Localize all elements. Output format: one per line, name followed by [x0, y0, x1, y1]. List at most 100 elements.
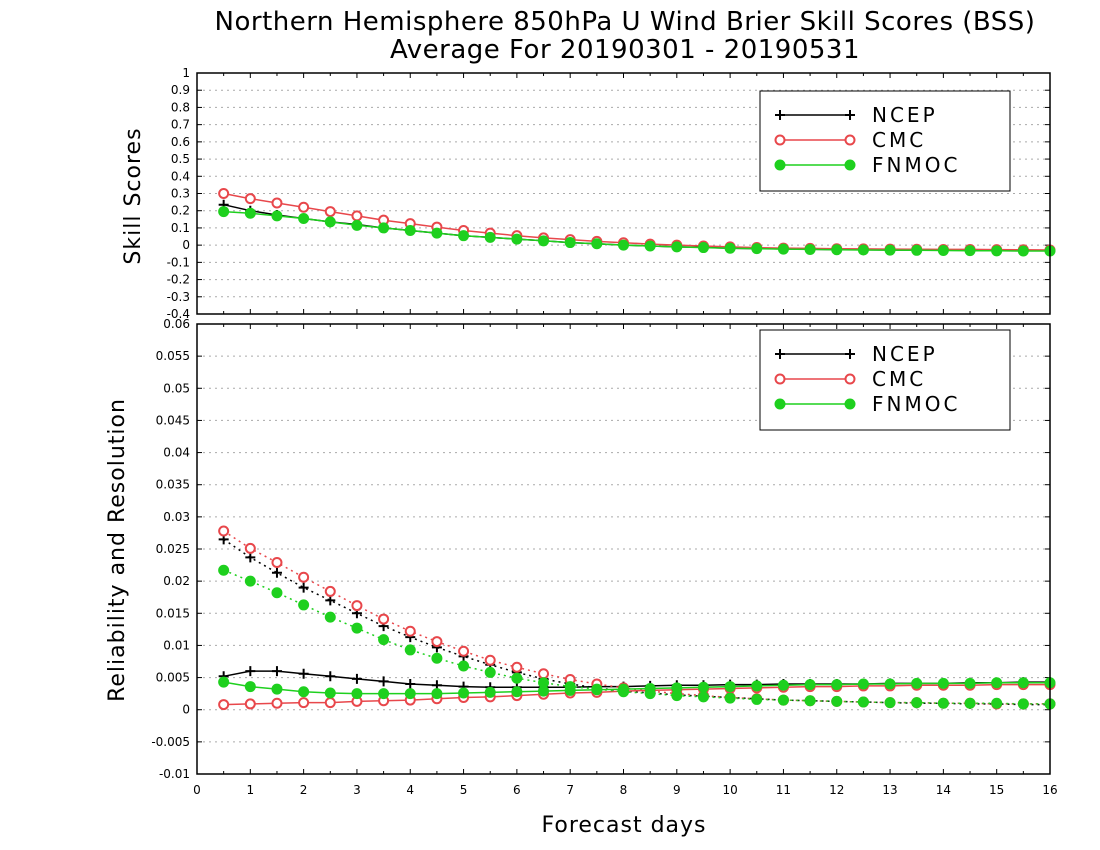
chart-title-line2: Average For 20190301 - 20190531	[390, 35, 860, 65]
x-axis-label: Forecast days	[541, 813, 706, 838]
top-legend-label-fnmoc: FNMOC	[872, 153, 960, 177]
bottom-y-tick-label: 0.03	[163, 510, 190, 524]
x-tick-label: 6	[513, 783, 521, 797]
bottom-series-fnmoc-solid	[218, 676, 1056, 700]
bottom-fnmoc-point	[324, 611, 336, 623]
bottom-fnmoc-point	[484, 686, 496, 698]
bottom-legend-marker-fnmoc	[844, 398, 856, 410]
top-legend-box	[759, 90, 1011, 192]
bottom-legend-label-fnmoc: FNMOC	[872, 392, 960, 416]
bottom-fnmoc-point	[751, 693, 763, 705]
bottom-fnmoc-point	[831, 695, 843, 707]
bottom-cmc-point	[324, 697, 336, 709]
bottom-ncep-point	[325, 595, 336, 606]
x-tick-label: 5	[460, 783, 468, 797]
bottom-fnmoc-point	[751, 680, 763, 692]
bottom-fnmoc-point	[431, 688, 443, 700]
top-fnmoc-point	[591, 238, 603, 250]
bottom-fnmoc-point	[458, 687, 470, 699]
top-cmc-point	[271, 197, 283, 209]
top-fnmoc-point	[857, 244, 869, 256]
bottom-fnmoc-point	[458, 660, 470, 672]
bottom-fnmoc-point	[244, 681, 256, 693]
top-fnmoc-point	[911, 244, 923, 256]
bottom-fnmoc-point	[298, 686, 310, 698]
bottom-fnmoc-point	[964, 697, 976, 709]
bottom-series-cmc-solid	[218, 679, 1056, 711]
bottom-ncep-point	[271, 567, 282, 578]
x-tick-label: 1	[246, 783, 254, 797]
top-fnmoc-point	[1017, 245, 1029, 257]
top-y-tick-label: 0.2	[171, 204, 190, 218]
top-y-tick-label: -0.2	[167, 273, 190, 287]
bottom-y-tick-label: 0.055	[156, 349, 190, 363]
top-fnmoc-point	[298, 212, 310, 224]
top-y-axis-label: Skill Scores	[121, 127, 146, 264]
bottom-series-fnmoc-dotted	[218, 564, 1056, 710]
top-series-fnmoc-solid	[218, 206, 1056, 257]
bottom-y-tick-label: 0.045	[156, 413, 190, 427]
top-fnmoc-point	[484, 231, 496, 243]
top-fnmoc-point	[964, 245, 976, 257]
bottom-fnmoc-point	[244, 575, 256, 587]
bottom-fnmoc-point	[404, 644, 416, 656]
top-fnmoc-point	[697, 242, 709, 254]
bottom-y-tick-label: 0.05	[163, 381, 190, 395]
bottom-cmc-point	[404, 625, 416, 637]
bottom-fnmoc-point	[351, 688, 363, 700]
bottom-fnmoc-point	[298, 599, 310, 611]
top-legend-marker-cmc	[844, 134, 856, 146]
top-y-tick-label: 1	[182, 66, 190, 80]
bottom-y-tick-label: 0	[182, 703, 190, 717]
bottom-fnmoc-point	[911, 697, 923, 709]
bottom-fnmoc-point	[431, 652, 443, 664]
bottom-fnmoc-point	[991, 677, 1003, 689]
bottom-fnmoc-point	[697, 681, 709, 693]
bottom-fnmoc-point	[378, 634, 390, 646]
top-cmc-point	[324, 206, 336, 218]
x-tick-label: 14	[936, 783, 951, 797]
bottom-y-tick-label: 0.035	[156, 478, 190, 492]
bottom-fnmoc-point	[538, 677, 550, 689]
top-y-tick-label: 0.5	[171, 152, 190, 166]
bottom-cmc-point	[324, 585, 336, 597]
bottom-fnmoc-point	[831, 679, 843, 691]
bottom-cmc-point	[298, 697, 310, 709]
x-tick-label: 12	[829, 783, 844, 797]
top-fnmoc-point	[671, 241, 683, 253]
bottom-series-cmc-dotted	[218, 525, 1056, 710]
top-y-tick-label: -0.1	[167, 255, 190, 269]
bottom-cmc-point	[511, 661, 523, 673]
bottom-cmc-point	[484, 654, 496, 666]
bottom-fnmoc-point	[777, 694, 789, 706]
top-fnmoc-point	[937, 244, 949, 256]
top-fnmoc-point	[618, 239, 629, 251]
bottom-y-tick-label: -0.005	[151, 735, 190, 749]
top-fnmoc-point	[564, 237, 576, 249]
bottom-plot-frame	[196, 323, 1051, 775]
top-legend-marker-cmc	[774, 134, 786, 146]
top-legend-label-cmc: CMC	[872, 128, 926, 152]
top-legend-marker-ncep	[845, 110, 855, 120]
bottom-y-tick-label: 0.025	[156, 542, 190, 556]
bottom-y-tick-label: 0.06	[163, 317, 190, 331]
top-legend-label-ncep: NCEP	[872, 103, 938, 127]
bottom-fnmoc-point	[857, 696, 869, 708]
top-y-tick-label: 0.8	[171, 100, 190, 114]
bottom-ncep-dotted-line	[223, 538, 1050, 706]
reliability-resolution-panel: Reliability and Resolution Forecast days…	[105, 317, 1058, 838]
top-fnmoc-point	[244, 207, 256, 219]
bottom-fnmoc-point	[937, 697, 949, 709]
bottom-fnmoc-point	[1017, 698, 1029, 710]
bottom-cmc-point	[351, 600, 363, 612]
top-fnmoc-point	[804, 243, 816, 255]
top-fnmoc-point	[884, 244, 896, 256]
top-cmc-point	[218, 188, 230, 199]
bottom-cmc-point	[244, 698, 256, 710]
top-fnmoc-point	[751, 243, 763, 255]
bottom-cmc-point	[378, 613, 390, 625]
bottom-fnmoc-point	[884, 678, 896, 690]
top-fnmoc-point	[324, 216, 336, 228]
